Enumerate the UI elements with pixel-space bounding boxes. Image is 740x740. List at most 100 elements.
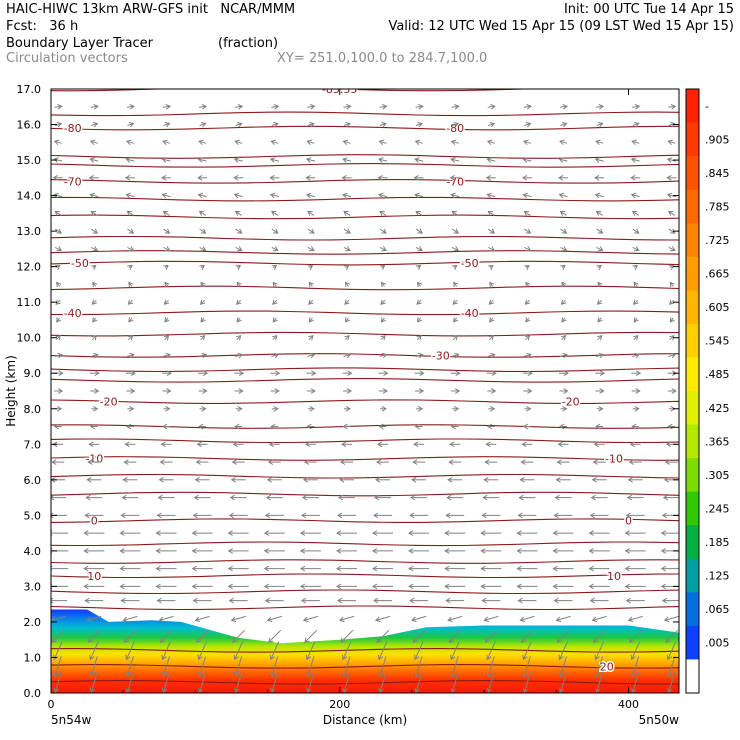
colorbar-swatch	[686, 424, 699, 459]
vector-arrowhead	[162, 139, 168, 146]
vector-arrowhead	[527, 388, 533, 394]
circulation-vector	[54, 672, 62, 693]
circulation-vector	[270, 158, 279, 162]
axes: 0.0 1.0 2.0 3.0 4.0 5.0 6.0 7.0 8.0 9.0 10.0 11.0 12…	[17, 83, 679, 711]
vector-arrowhead	[634, 104, 641, 110]
vector-arrowhead	[336, 565, 342, 572]
temperature-contour	[51, 573, 679, 579]
circulation-vector	[54, 105, 62, 108]
contour-label: 10	[607, 570, 621, 583]
vector-arrowhead	[411, 616, 417, 623]
circulation-vector	[595, 158, 604, 162]
circulation-vector	[668, 246, 676, 251]
temperature-contour	[51, 589, 679, 595]
vector-arrowhead	[160, 441, 166, 448]
vector-arrowhead	[553, 597, 559, 604]
circulation-vector	[414, 194, 424, 198]
vector-arrowhead	[666, 192, 673, 199]
circulation-vector	[378, 641, 388, 660]
circulation-vector	[596, 105, 604, 108]
vector-arrowhead	[56, 228, 63, 234]
vector-arrowhead	[122, 476, 128, 483]
vector-arrowhead	[562, 104, 568, 110]
vector-arrowhead	[273, 405, 279, 412]
vector-arrowhead	[164, 122, 171, 128]
vector-arrowhead	[341, 654, 348, 661]
vector-arrowhead	[527, 370, 533, 377]
vector-arrowhead	[378, 192, 384, 199]
circulation-vector	[54, 354, 62, 357]
vector-arrowhead	[381, 405, 387, 412]
contour-label: 0	[625, 515, 632, 528]
vector-arrowhead	[412, 459, 418, 465]
vector-arrowhead	[555, 616, 562, 623]
vector-arrowhead	[307, 210, 313, 216]
temperature-contour	[51, 285, 679, 291]
circulation-vector	[90, 105, 98, 108]
circulation-vector	[270, 194, 279, 198]
y-tick-label: 5.0	[24, 509, 42, 522]
vector-arrowhead	[488, 265, 494, 271]
vector-arrowhead	[669, 281, 675, 288]
vector-arrowhead	[89, 671, 96, 678]
circulation-vector	[629, 629, 643, 643]
vector-arrowhead	[418, 104, 424, 110]
vector-arrowhead	[524, 299, 531, 305]
vector-arrowhead	[228, 512, 234, 519]
vector-arrowhead	[192, 597, 198, 604]
vector-arrowhead	[487, 210, 494, 216]
circulation-vector	[488, 246, 495, 251]
vector-arrowhead	[450, 157, 456, 163]
circulation-vector	[632, 210, 639, 216]
circulation-vector	[559, 140, 568, 144]
vector-arrowhead	[273, 122, 279, 128]
vector-arrowhead	[414, 192, 420, 199]
circulation-vector	[668, 672, 676, 693]
vector-arrowhead	[194, 616, 201, 623]
vector-arrowhead	[525, 317, 531, 323]
vector-arrowhead	[268, 637, 274, 643]
circulation-vector	[559, 641, 568, 660]
vector-arrowhead	[163, 299, 170, 305]
contour-label: 10	[87, 570, 101, 583]
vector-arrowhead	[197, 687, 204, 693]
vector-arrowhead	[624, 530, 630, 536]
vector-arrowhead	[124, 174, 131, 181]
colorbar-label: -	[705, 100, 709, 113]
circulation-vector	[307, 210, 315, 216]
vector-arrowhead	[597, 281, 603, 288]
vector-arrowhead	[55, 335, 61, 341]
circulation-vector	[557, 629, 570, 643]
circulation-vector	[596, 656, 604, 677]
contour-label: -70	[64, 175, 82, 188]
vector-arrowhead	[237, 104, 244, 110]
circulation-vector	[632, 228, 639, 234]
vector-arrowhead	[85, 494, 91, 501]
vector-arrowhead	[480, 583, 486, 590]
vector-arrowhead	[670, 228, 676, 234]
circulation-vector	[343, 210, 351, 216]
vector-arrowhead	[413, 441, 419, 448]
vector-arrowhead	[166, 370, 172, 377]
vector-arrowhead	[488, 299, 494, 305]
vector-arrowhead	[123, 459, 129, 465]
circulation-vector	[521, 629, 534, 643]
temperature-contour	[51, 491, 679, 497]
contour-label: 20	[600, 660, 614, 673]
temperature-contour	[51, 680, 679, 685]
colorbar-label: .305	[705, 469, 730, 482]
xy-label: XY= 251.0,100.0 to 284.7,100.0	[277, 51, 488, 66]
vector-arrowhead	[88, 441, 94, 448]
vector-arrowhead	[588, 583, 594, 590]
vector-arrowhead	[449, 441, 455, 448]
vector-arrowhead	[269, 192, 276, 199]
vector-arrowhead	[198, 423, 204, 430]
vector-arrowhead	[417, 405, 424, 412]
vector-arrowhead	[91, 335, 97, 341]
colorbar-swatch	[686, 122, 699, 157]
vector-arrowhead	[202, 370, 209, 377]
circulation-vector	[412, 629, 426, 643]
vector-arrowhead	[198, 210, 205, 216]
vector-arrowhead	[230, 616, 237, 623]
vector-arrowhead	[444, 530, 450, 536]
